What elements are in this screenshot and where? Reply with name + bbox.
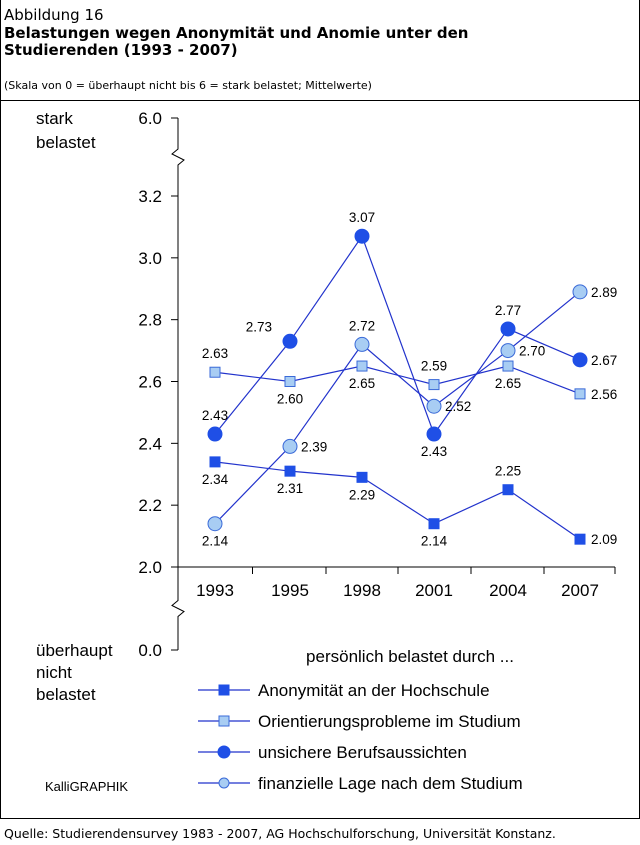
legend-label: Anonymität an der Hochschule	[258, 681, 490, 700]
legend-title: persönlich belastet durch ...	[306, 647, 514, 666]
data-point	[356, 471, 368, 483]
legend-label: unsichere Berufsaussichten	[258, 743, 467, 762]
legend-marker	[218, 715, 230, 727]
data-label: 2.25	[495, 464, 521, 479]
data-label: 2.39	[301, 439, 327, 454]
data-label: 2.14	[421, 534, 448, 549]
legend-label: Orientierungsprobleme im Studium	[258, 712, 521, 731]
data-label: 2.56	[591, 387, 617, 402]
data-label: 2.77	[495, 303, 521, 318]
data-point	[428, 379, 440, 391]
y-bottom-label: belastet	[36, 685, 96, 704]
legend-marker	[218, 777, 230, 789]
data-label: 2.31	[277, 481, 303, 496]
y-axis	[171, 118, 185, 650]
data-label: 2.63	[202, 346, 228, 361]
data-label: 2.67	[591, 353, 617, 368]
data-label: 2.70	[519, 344, 545, 359]
data-point	[356, 360, 368, 372]
data-point	[500, 343, 516, 359]
data-label: 2.14	[202, 534, 229, 549]
data-point	[572, 352, 588, 368]
data-point	[284, 465, 296, 477]
y-tick-label: 2.8	[138, 311, 162, 330]
x-tick-label: 1993	[196, 581, 234, 600]
x-tick-label: 2001	[415, 581, 453, 600]
data-point	[426, 426, 442, 442]
data-point	[500, 321, 516, 337]
data-point	[207, 516, 223, 532]
data-label: 2.73	[246, 319, 272, 334]
data-point	[574, 388, 586, 400]
legend-label: finanzielle Lage nach dem Studium	[258, 774, 523, 793]
y-tick-label: 6.0	[138, 109, 162, 128]
x-tick-label: 1998	[343, 581, 381, 600]
data-label: 2.89	[591, 285, 617, 300]
data-label: 2.60	[277, 392, 303, 407]
y-tick-label: 3.0	[138, 249, 162, 268]
source: Quelle: Studierendensurvey 1983 - 2007, …	[4, 826, 556, 841]
data-point	[209, 366, 221, 378]
y-tick-label: 0.0	[138, 641, 162, 660]
series-line	[214, 234, 581, 436]
series-line	[214, 461, 581, 540]
data-point	[502, 360, 514, 372]
x-tick-label: 1995	[271, 581, 309, 600]
subtitle: (Skala von 0 = überhaupt nicht bis 6 = s…	[4, 79, 372, 92]
credit: KalliGRAPHIK	[45, 779, 128, 794]
data-point	[282, 438, 298, 454]
y-tick-label: 3.2	[138, 187, 162, 206]
data-label: 2.43	[202, 408, 228, 423]
data-label: 2.72	[349, 318, 375, 333]
data-point	[428, 518, 440, 530]
data-point	[282, 333, 298, 349]
title-line: Belastungen wegen Anonymität und Anomie …	[4, 24, 469, 42]
data-label: 2.43	[421, 444, 447, 459]
y-tick-label: 2.4	[138, 434, 162, 453]
y-bottom-label: nicht	[36, 663, 72, 682]
data-label: 2.09	[591, 532, 617, 547]
data-label: 2.59	[421, 359, 447, 374]
data-point	[354, 336, 370, 352]
data-label: 2.65	[495, 376, 521, 391]
data-point	[209, 456, 221, 468]
data-label: 2.29	[349, 487, 375, 502]
figure-label: Abbildung 16	[4, 6, 104, 24]
y-tick-label: 2.6	[138, 373, 162, 392]
x-tick-label: 2004	[489, 581, 527, 600]
legend-marker	[218, 684, 230, 696]
data-label: 3.07	[349, 210, 375, 225]
data-point	[207, 426, 223, 442]
legend-marker	[217, 745, 231, 759]
y-bottom-label: überhaupt	[36, 641, 113, 660]
data-label: 2.34	[202, 472, 229, 487]
y-tick-label: 2.2	[138, 496, 162, 515]
data-point	[572, 284, 588, 300]
data-point	[426, 398, 442, 414]
series-line	[214, 365, 581, 395]
y-tick-label: 2.0	[138, 558, 162, 577]
data-point	[502, 484, 514, 496]
series-line	[214, 291, 581, 525]
data-label: 2.52	[445, 399, 471, 414]
data-point	[354, 228, 370, 244]
y-top-label: belastet	[36, 133, 96, 152]
data-point	[284, 376, 296, 387]
title-line: Studierenden (1993 - 2007)	[4, 41, 238, 59]
data-point	[574, 533, 586, 545]
y-top-label: stark	[36, 109, 73, 128]
x-tick-label: 2007	[561, 581, 599, 600]
data-label: 2.65	[349, 376, 375, 391]
